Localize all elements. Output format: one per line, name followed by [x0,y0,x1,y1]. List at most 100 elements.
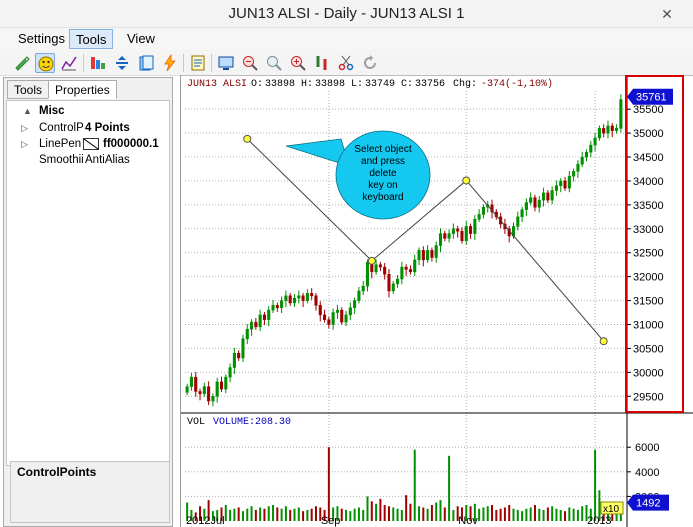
pencil-icon[interactable] [12,53,32,73]
notepad-icon[interactable] [188,53,208,73]
chart-indicator-icon[interactable] [59,53,79,73]
tab-tools[interactable]: Tools [7,80,50,99]
zoom-in-icon[interactable] [288,53,308,73]
sort-arrows-icon[interactable] [112,53,132,73]
tab-properties[interactable]: Properties [48,80,117,99]
property-key: LinePen [39,138,82,150]
menu-settings[interactable]: Settings [18,31,65,46]
volume-bar [237,507,240,521]
header-open: 33898 [265,79,295,90]
callout-line: keyboard [362,192,403,203]
price-tick-label: 30500 [633,343,664,355]
candle-body [237,352,241,359]
property-value[interactable]: ff000000.1 [103,138,159,150]
header-open-label: O: [251,79,263,90]
zoom-out-icon[interactable] [240,53,260,73]
volume-bar [284,506,287,521]
volume-bar [314,506,317,521]
volume-bar [349,511,352,521]
candle-body [383,266,387,275]
volume-bar [250,506,253,521]
rotate-icon[interactable] [360,53,380,73]
candle-body [365,262,370,287]
price-tick-label: 32000 [633,272,664,284]
volume-tick-label: 6000 [635,442,659,454]
zoom-icon[interactable] [264,53,284,73]
toolbar [0,50,693,76]
price-tick-label: 30000 [633,367,664,379]
menu-view[interactable]: View [127,31,155,46]
candle-body [408,269,412,273]
volume-bar [220,507,223,521]
volume-bar [499,508,502,521]
bar-colors-icon[interactable] [88,53,108,73]
header-close: 33756 [415,79,445,90]
volume-bar [443,507,446,521]
property-key: ControlP [39,122,83,134]
buy-sell-icon[interactable] [312,53,332,73]
volume-bar [576,509,579,521]
candle-body [267,309,271,320]
chart-area[interactable]: 35500 35000 34500 34000 33500 33000 32500 32000… [180,75,693,527]
volume-bar [366,496,369,521]
expand-icon[interactable]: ▷ [21,123,28,133]
candle-body [241,338,245,359]
screen-icon[interactable] [216,53,236,73]
volume-bar [194,512,197,521]
scissors-icon[interactable] [336,53,356,73]
volume-bar [418,506,421,521]
volume-bar [405,495,408,521]
candle-body [305,293,309,301]
property-row-linepen[interactable]: ▷ LinePen ff000000.1 [7,136,169,152]
candle-body [228,367,232,378]
drawn-line-object[interactable] [243,134,608,346]
lightning-icon[interactable] [160,53,180,73]
volume-bar [229,509,232,521]
volume-multiplier-label: x10 [603,504,620,515]
volume-bar [615,509,618,521]
candle-body [554,185,558,191]
candle-body [413,259,417,273]
volume-tick-label: 4000 [635,467,659,479]
volume-bar [319,507,322,521]
candle-body [529,197,533,203]
menu-tools[interactable]: Tools [69,29,114,49]
volume-bar [589,508,592,521]
property-row-controlpoints[interactable]: ▷ ControlP 4 Points [7,120,169,136]
collapse-icon[interactable]: ▲ [23,106,32,116]
book-icon[interactable] [136,53,156,73]
volume-bar [594,449,597,521]
volume-bar [370,501,373,521]
header-low-label: L: [351,79,363,90]
volume-bar [267,506,270,521]
property-value[interactable]: 4 Points [85,122,130,134]
volume-bar [254,509,257,521]
volume-bar [508,505,511,521]
price-chart[interactable]: 35500 35000 34500 34000 33500 33000 32500 32000… [181,75,693,527]
candle-body [344,314,348,323]
property-category[interactable]: ▲ Misc [7,103,169,119]
smiley-icon[interactable] [35,53,55,73]
time-tick-label: 2012Jul [186,515,225,527]
callout-line: and press [361,156,405,167]
window-title: JUN13 ALSI - Daily - JUN13 ALSI 1 [228,5,465,22]
volume-bar [246,508,249,521]
candle-body [447,233,451,239]
volume-bar [207,500,210,521]
last-price-label: 35761 [636,92,667,104]
pen-swatch-icon [83,138,99,150]
volume-bar [293,508,296,521]
candle-body [520,209,524,218]
volume-bar [503,507,506,521]
candle-body [245,329,249,340]
candle-body [426,250,430,261]
volume-bar [491,505,494,521]
volume-bar [512,508,515,521]
property-row-smoothing[interactable]: Smoothii AntiAlias [7,152,169,168]
volume-bar [340,508,343,521]
candle-body [430,250,434,258]
property-value[interactable]: AntiAlias [85,154,130,166]
close-icon[interactable]: ✕ [661,6,673,22]
header-high-label: H: [301,79,313,90]
expand-icon[interactable]: ▷ [21,139,28,149]
